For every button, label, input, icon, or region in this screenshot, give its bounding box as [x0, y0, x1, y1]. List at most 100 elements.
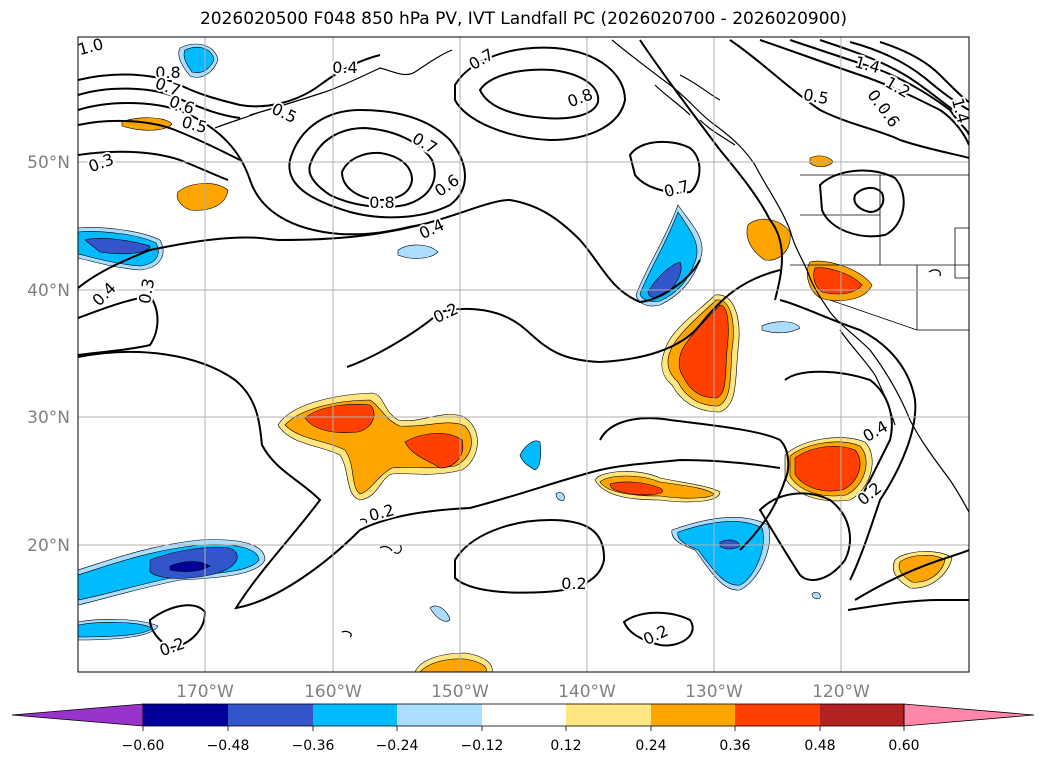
contour-label: 0.2	[561, 574, 586, 593]
lon-label: 170°W	[176, 682, 234, 702]
contour-line	[78, 54, 381, 108]
contour-line	[599, 417, 790, 551]
colorbar-segment	[313, 704, 397, 726]
fill-shape	[647, 261, 682, 298]
fill-shape	[761, 321, 801, 334]
contour-line	[78, 87, 241, 119]
coastlines	[214, 39, 969, 638]
lon-label: 150°W	[431, 682, 489, 702]
colorbar-segment	[397, 704, 482, 726]
contour-line	[779, 299, 917, 581]
fill-shape	[555, 492, 565, 501]
contour-line	[148, 604, 207, 650]
coastline	[654, 84, 691, 116]
coastline	[611, 39, 969, 513]
lat-label: 50°N	[27, 153, 70, 173]
contour-line	[78, 294, 159, 356]
coastline	[341, 630, 352, 638]
fill-shape	[813, 267, 863, 295]
coastline	[839, 329, 896, 426]
contour-line	[853, 187, 885, 214]
latitude-labels: 50°N 40°N 30°N 20°N	[27, 153, 70, 556]
colorbar-segment	[228, 704, 313, 726]
fill-shape	[794, 445, 861, 492]
colorbar-segment	[651, 704, 735, 726]
gridlines	[78, 37, 969, 672]
colorbar-extend-right	[903, 703, 1035, 727]
colorbar-tick-label: −0.48	[207, 738, 250, 754]
borders	[790, 174, 969, 331]
contour-line	[78, 119, 241, 161]
contour-line	[346, 269, 781, 368]
lon-label: 160°W	[304, 682, 362, 702]
negative-anomaly-fills	[78, 43, 821, 641]
contour-line	[78, 150, 229, 181]
fill-shape	[419, 658, 487, 672]
contour-line	[639, 39, 783, 301]
coastline	[393, 544, 402, 554]
coastline	[928, 269, 941, 277]
colorbar-segment	[820, 704, 904, 726]
fill-shape	[176, 183, 229, 211]
contour-label: 0.5	[802, 85, 830, 108]
contour-line	[758, 492, 851, 581]
colorbar-segment	[143, 704, 228, 726]
fill-shape	[183, 47, 215, 73]
contour-line	[819, 39, 969, 121]
colorbar-tick-label: 0.36	[719, 738, 750, 754]
fill-shape	[84, 238, 151, 255]
contour-line	[288, 108, 466, 219]
contour-line	[818, 169, 905, 238]
fill-shape	[719, 539, 741, 550]
map-title: 2026020500 F048 850 hPa PV, IVT Landfall…	[199, 9, 847, 29]
contour-line	[308, 126, 436, 208]
contour-line	[78, 350, 781, 610]
contour-label: 0.8	[155, 63, 180, 82]
contour-line	[849, 41, 969, 111]
contour-line	[854, 549, 969, 601]
fill-shape	[121, 117, 173, 131]
colorbar-tick-label: −0.36	[292, 738, 335, 754]
colorbar-tick-label: 0.60	[888, 738, 919, 754]
contour-line	[847, 599, 969, 611]
lon-label: 140°W	[558, 682, 616, 702]
contour-line	[759, 39, 969, 146]
fill-shape	[429, 605, 451, 622]
colorbar-tick-label: −0.24	[376, 738, 419, 754]
lat-label: 40°N	[27, 281, 70, 301]
colorbar-tick-label: 0.24	[635, 738, 666, 754]
fill-shape	[811, 592, 821, 600]
contour-line	[789, 39, 969, 136]
border-line	[954, 227, 969, 279]
coastline	[699, 119, 736, 146]
plot-frame	[77, 36, 970, 673]
coastline	[249, 49, 453, 116]
coastline	[379, 545, 393, 552]
lon-label: 130°W	[685, 682, 743, 702]
contour-line	[454, 46, 627, 142]
colorbar-tick-label: −0.12	[461, 738, 504, 754]
fill-shape	[397, 244, 439, 259]
colorbar-extend-left	[11, 703, 144, 727]
lat-label: 30°N	[27, 408, 70, 428]
contour-line	[78, 102, 421, 236]
fill-shape	[519, 440, 542, 471]
plot-area: 1.0 0.8 0.7 0.6 0.5 0.4 0.5 0.7 0.8 0.7 …	[78, 37, 969, 672]
positive-anomaly-fills	[121, 117, 953, 672]
fill-shape	[677, 521, 764, 586]
contour-label: 0.4	[332, 58, 357, 77]
colorbar-segment	[735, 704, 820, 726]
contour-line	[729, 39, 969, 159]
colorbar-frame	[142, 703, 905, 727]
fill-shape	[169, 561, 211, 572]
longitude-labels: 170°W 160°W 150°W 140°W 130°W 120°W	[176, 682, 870, 702]
contour-line	[879, 41, 969, 103]
fill-shape	[609, 481, 663, 496]
contour-label: 0.8	[369, 193, 394, 212]
colorbar-segment	[566, 704, 651, 726]
contour-line	[628, 140, 701, 194]
coastline	[214, 111, 261, 129]
coastline	[359, 518, 368, 524]
fill-shape	[404, 433, 464, 469]
